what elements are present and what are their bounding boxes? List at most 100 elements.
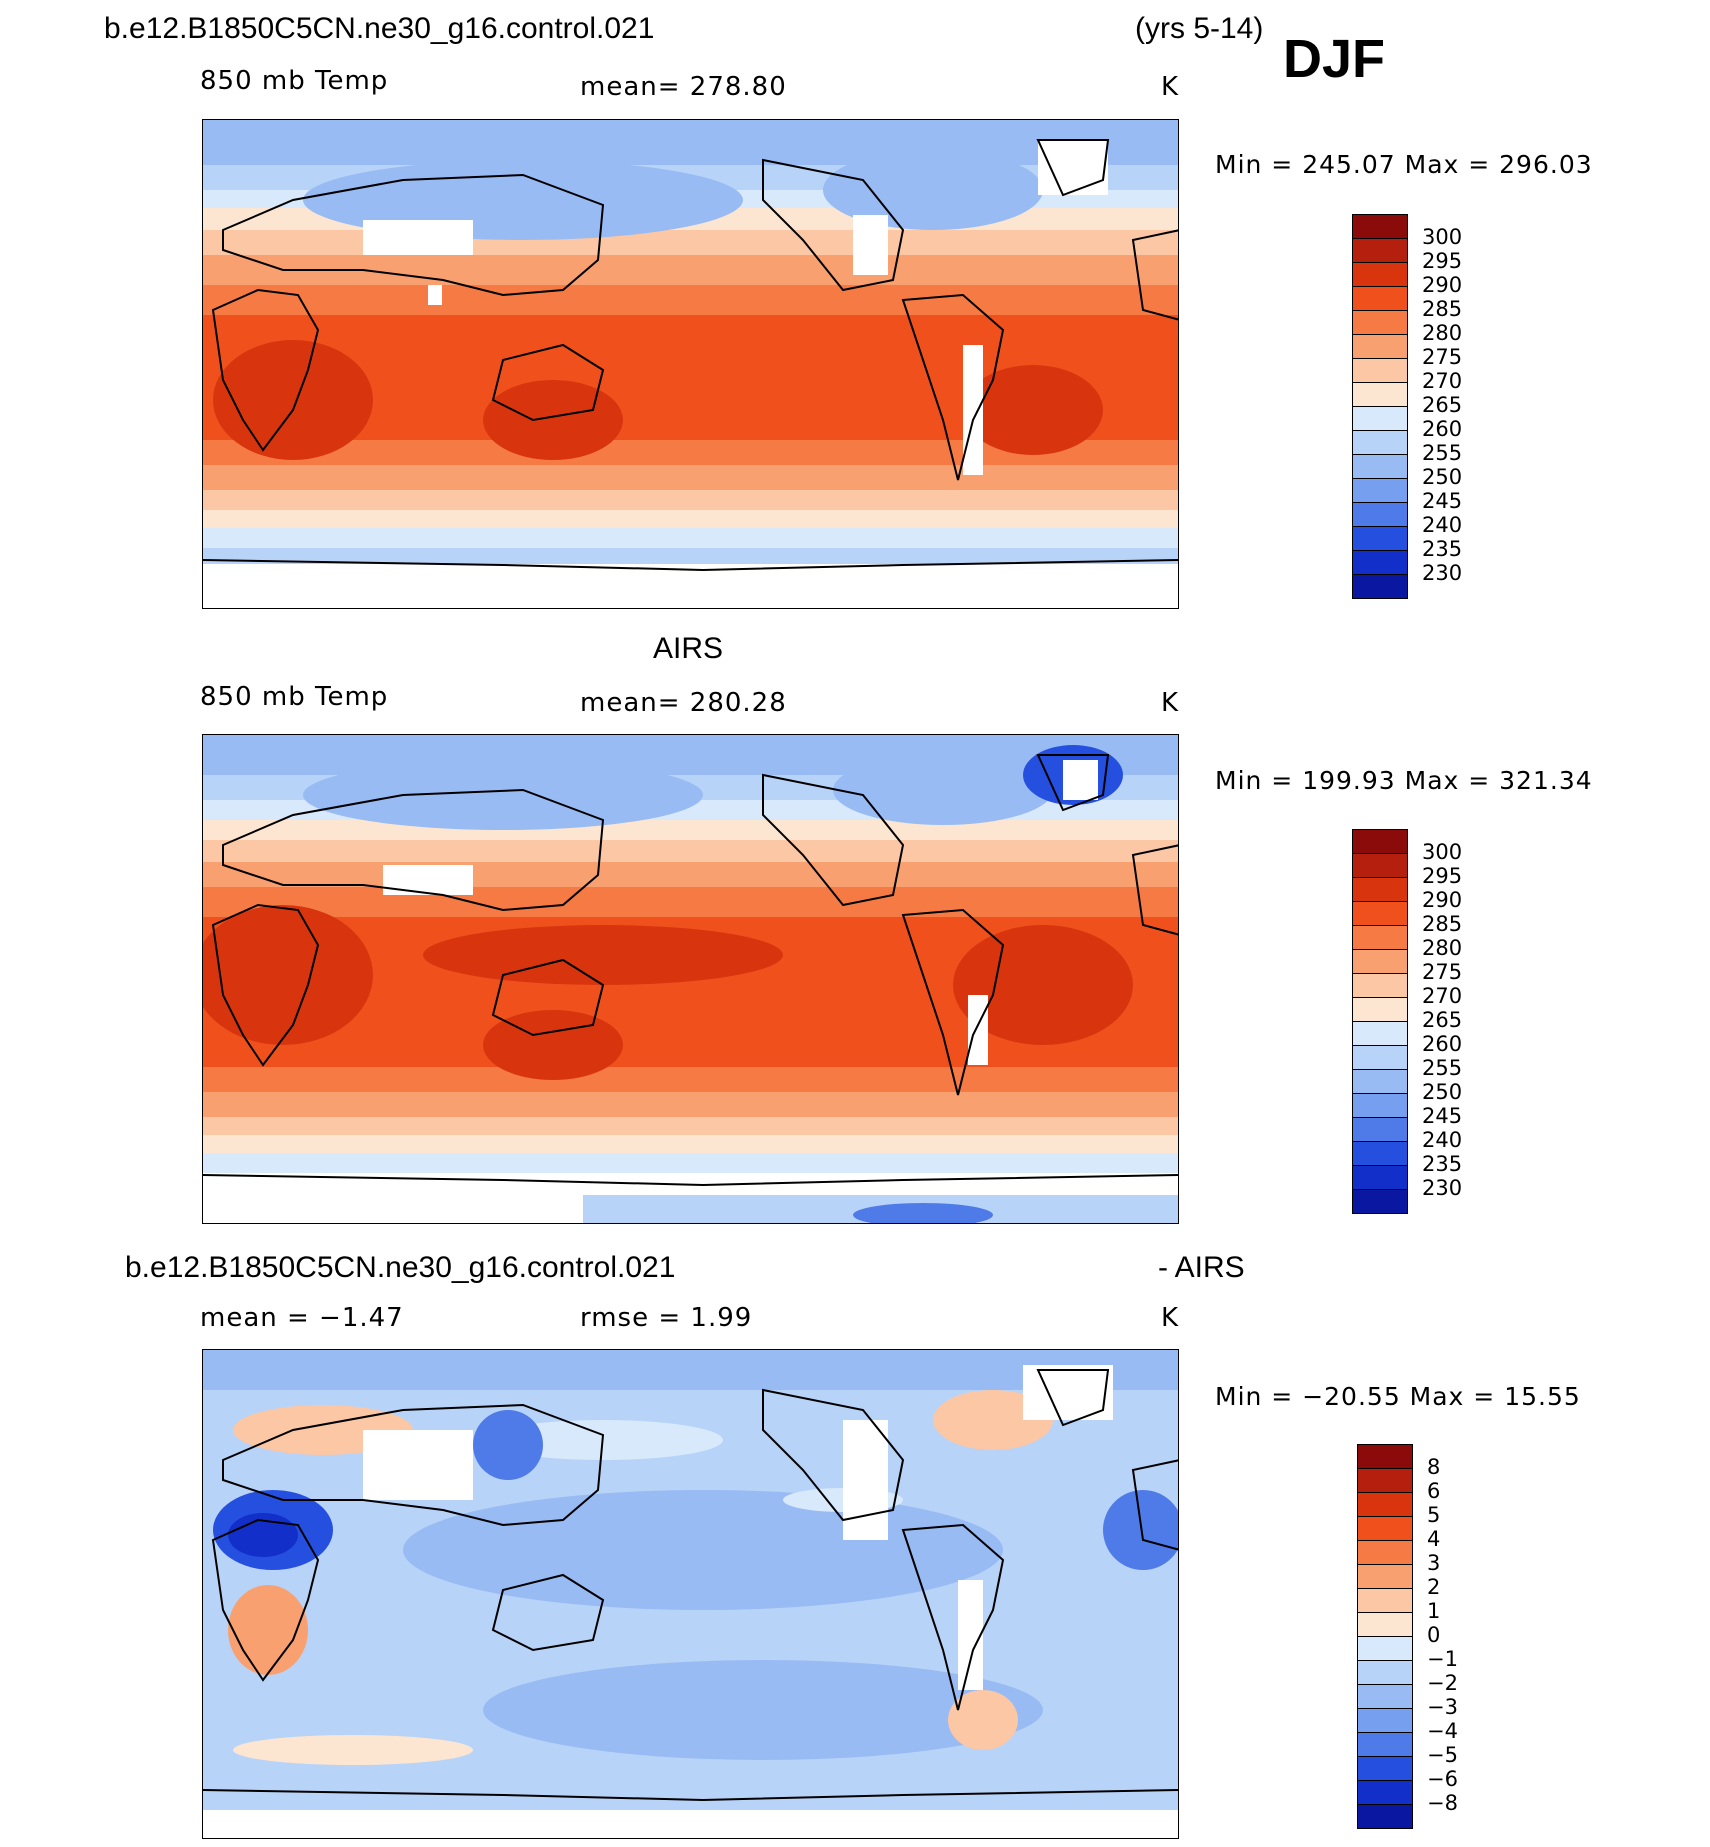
colorbar-label: −1 <box>1427 1647 1458 1671</box>
colorbar-swatch <box>1352 238 1408 263</box>
colorbar-label: 260 <box>1422 1032 1463 1056</box>
colorbar-swatch <box>1352 1117 1408 1142</box>
colorbar-swatch <box>1352 430 1408 455</box>
colorbar-swatch <box>1357 1660 1413 1685</box>
colorbar-swatch <box>1352 310 1408 335</box>
colorbar-swatch <box>1352 214 1408 239</box>
colorbar-label: 255 <box>1422 1056 1463 1080</box>
colorbar-swatch <box>1352 478 1408 503</box>
colorbar-swatch <box>1352 1093 1408 1118</box>
panel2-map <box>202 734 1179 1224</box>
colorbar-swatch <box>1357 1732 1413 1757</box>
colorbar-swatch <box>1357 1564 1413 1589</box>
colorbar-label: 3 <box>1427 1551 1441 1575</box>
colorbar-swatch <box>1352 382 1408 407</box>
colorbar-label: 260 <box>1422 417 1463 441</box>
colorbar-swatch <box>1352 358 1408 383</box>
colorbar-label: 250 <box>1422 1080 1463 1104</box>
colorbar-swatch <box>1352 1165 1408 1190</box>
panel3-title-right: - AIRS <box>1158 1251 1245 1284</box>
colorbar-label: −4 <box>1427 1719 1458 1743</box>
colorbar-swatch <box>1357 1684 1413 1709</box>
colorbar-swatch <box>1352 1141 1408 1166</box>
colorbar-label: −8 <box>1427 1791 1458 1815</box>
panel2-mean: mean= 280.28 <box>580 688 787 718</box>
colorbar-swatch <box>1352 286 1408 311</box>
colorbar-swatch <box>1357 1636 1413 1661</box>
colorbar-label: 240 <box>1422 1128 1463 1152</box>
colorbar-swatch <box>1357 1444 1413 1469</box>
panel2-variable: 850 mb Temp <box>200 682 389 712</box>
colorbar-label: 1 <box>1427 1599 1441 1623</box>
colorbar-label: 235 <box>1422 537 1463 561</box>
panel2-title: AIRS <box>653 632 724 665</box>
colorbar-label: −5 <box>1427 1743 1458 1767</box>
colorbar-swatch <box>1352 877 1408 902</box>
colorbar-swatch <box>1352 574 1408 599</box>
colorbar-label: 270 <box>1422 984 1463 1008</box>
colorbar-label: 290 <box>1422 888 1463 912</box>
colorbar-label: 230 <box>1422 561 1463 585</box>
colorbar-swatch <box>1352 550 1408 575</box>
case-title: b.e12.B1850C5CN.ne30_g16.control.021 <box>104 12 655 45</box>
panel1-variable: 850 mb Temp <box>200 66 389 96</box>
colorbar-label: 255 <box>1422 441 1463 465</box>
colorbar-label: 265 <box>1422 1008 1463 1032</box>
colorbar-label: 235 <box>1422 1152 1463 1176</box>
panel2-units: K <box>1161 688 1180 718</box>
colorbar-swatch <box>1352 949 1408 974</box>
colorbar-label: 300 <box>1422 225 1463 249</box>
season-label: DJF <box>1283 29 1386 89</box>
colorbar-label: 5 <box>1427 1503 1441 1527</box>
colorbar-swatch <box>1352 502 1408 527</box>
colorbar-swatch <box>1357 1516 1413 1541</box>
colorbar-label: −3 <box>1427 1695 1458 1719</box>
colorbar-swatch <box>1352 973 1408 998</box>
panel3-minmax: Min = −20.55 Max = 15.55 <box>1215 1382 1581 1411</box>
colorbar-swatch <box>1352 925 1408 950</box>
colorbar-label: 275 <box>1422 960 1463 984</box>
panel1-minmax: Min = 245.07 Max = 296.03 <box>1215 150 1593 179</box>
colorbar-swatch <box>1352 334 1408 359</box>
colorbar-label: 240 <box>1422 513 1463 537</box>
panel3-map <box>202 1349 1179 1839</box>
colorbar-swatch <box>1357 1756 1413 1781</box>
colorbar-label: 230 <box>1422 1176 1463 1200</box>
panel1-map <box>202 119 1179 609</box>
colorbar-swatch <box>1352 406 1408 431</box>
colorbar-swatch <box>1357 1780 1413 1805</box>
colorbar-swatch <box>1352 262 1408 287</box>
colorbar-label: 4 <box>1427 1527 1441 1551</box>
colorbar-label: −2 <box>1427 1671 1458 1695</box>
colorbar-swatch <box>1352 997 1408 1022</box>
colorbar-label: 295 <box>1422 249 1463 273</box>
colorbar-swatch <box>1352 1045 1408 1070</box>
colorbar-swatch <box>1357 1804 1413 1829</box>
panel2-minmax: Min = 199.93 Max = 321.34 <box>1215 766 1593 795</box>
colorbar-swatch <box>1357 1708 1413 1733</box>
colorbar-swatch <box>1352 526 1408 551</box>
colorbar-label: 250 <box>1422 465 1463 489</box>
colorbar-swatch <box>1357 1492 1413 1517</box>
colorbar-swatch <box>1357 1540 1413 1565</box>
colorbar-swatch <box>1352 829 1408 854</box>
colorbar-swatch <box>1352 454 1408 479</box>
panel3-units: K <box>1161 1303 1180 1333</box>
colorbar-swatch <box>1352 853 1408 878</box>
panel1-units: K <box>1161 72 1180 102</box>
colorbar-label: 0 <box>1427 1623 1441 1647</box>
colorbar-swatch <box>1357 1588 1413 1613</box>
colorbar-label: 275 <box>1422 345 1463 369</box>
years-label: (yrs 5-14) <box>1135 12 1264 45</box>
colorbar-label: 6 <box>1427 1479 1441 1503</box>
colorbar-label: 285 <box>1422 297 1463 321</box>
colorbar-label: 2 <box>1427 1575 1441 1599</box>
colorbar-label: 245 <box>1422 1104 1463 1128</box>
panel3-title: b.e12.B1850C5CN.ne30_g16.control.021 <box>125 1251 676 1284</box>
colorbar-swatch <box>1352 901 1408 926</box>
colorbar-swatch <box>1352 1021 1408 1046</box>
panel3-rmse: rmse = 1.99 <box>580 1303 753 1333</box>
colorbar-swatch <box>1357 1612 1413 1637</box>
colorbar-label: 280 <box>1422 321 1463 345</box>
colorbar-label: −6 <box>1427 1767 1458 1791</box>
